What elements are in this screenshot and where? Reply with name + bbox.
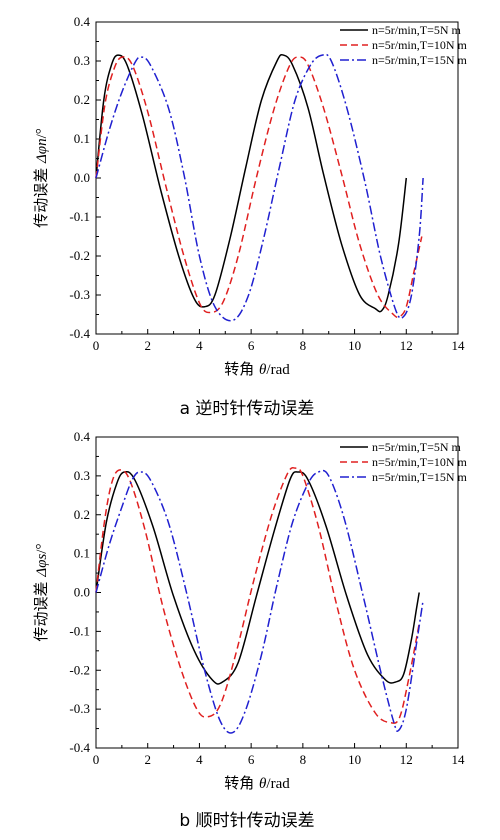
x-tick-label: 2 [144,338,151,353]
y-tick-label: -0.2 [69,662,90,677]
y-tick-label: 0.0 [74,170,90,185]
legend-label-2: n=5r/min,T=10N m [372,38,468,52]
x-tick-label: 0 [93,752,100,767]
legend-label-2: n=5r/min,T=10N m [372,455,468,469]
x-tick-label: 6 [248,338,255,353]
x-axis-label-unit: /rad [266,776,290,792]
y-axis-label: 传动误差 Δφs/° [32,544,50,642]
y-axis-label-unit: /° [34,128,50,138]
y-tick-label: -0.1 [69,209,90,224]
y-axis-label-unit: /° [34,544,50,554]
x-axis-label-symbol: θ [259,776,267,792]
x-tick-label: 0 [93,338,100,353]
series-line-3 [95,53,424,322]
y-tick-label: 0.3 [74,468,90,483]
x-tick-label: 4 [196,338,203,353]
series-line-2 [95,56,423,319]
y-tick-label: 0.1 [74,546,90,561]
chart-panel-a: 0 2 4 6 8 10 12 14 -0.4 -0.3 -0.2 -0.1 0.0 0.1 0.2 0.3 0… [32,14,468,419]
x-axis-label-text: 转角 [224,774,259,792]
series-line-3 [95,469,424,734]
x-axis-label-symbol: θ [259,362,267,378]
y-tick-label: -0.3 [69,287,90,302]
y-axis-label: 传动误差 Δφn/° [32,128,50,228]
y-axis-label-symbol: Δφn [34,138,50,164]
y-axis-label-text: 传动误差 [32,577,50,642]
x-tick-label: 12 [400,338,413,353]
legend-label-3: n=5r/min,T=15N m [372,53,468,67]
y-tick-label: 0.1 [74,131,90,146]
y-tick-label: 0.3 [74,53,90,68]
x-axis-label-text: 转角 [224,360,259,378]
y-tick-label: -0.4 [69,740,90,755]
x-tick-label: 8 [300,338,307,353]
series-line-2 [95,467,420,724]
y-tick-label: 0.4 [74,429,91,444]
panel-caption: a 逆时针传动误差 [180,399,315,419]
y-tick-label: -0.1 [69,623,90,638]
y-tick-label: -0.4 [69,326,90,341]
x-tick-label: 2 [144,752,151,767]
y-axis-label-symbol: Δφs [34,554,50,578]
series-line-1 [95,53,408,313]
y-tick-label: 0.0 [74,585,90,600]
chart-panel-b: 0 2 4 6 8 10 12 14 -0.4 -0.3 -0.2 -0.1 0.0 0.1 0.2 0.3 0… [32,429,468,831]
panel-caption: b 顺时针传动误差 [179,811,314,831]
y-tick-label: 0.2 [74,92,90,107]
series-line-1 [95,470,420,685]
y-tick-label: -0.2 [69,248,90,263]
x-tick-label: 8 [300,752,307,767]
x-tick-label: 6 [248,752,255,767]
legend-label-3: n=5r/min,T=15N m [372,470,468,484]
legend-label-1: n=5r/min,T=5N m [372,23,462,37]
x-axis-label-unit: /rad [266,362,290,378]
x-tick-label: 14 [452,752,466,767]
x-tick-label: 12 [400,752,413,767]
x-axis-label: 转角 θ/rad [224,360,290,378]
x-tick-label: 10 [348,338,361,353]
x-axis-label: 转角 θ/rad [224,774,290,792]
y-tick-label: 0.4 [74,14,91,29]
y-tick-label: 0.2 [74,507,90,522]
legend-label-1: n=5r/min,T=5N m [372,440,462,454]
y-tick-label: -0.3 [69,701,90,716]
x-tick-label: 10 [348,752,361,767]
x-tick-label: 14 [452,338,466,353]
x-tick-label: 4 [196,752,203,767]
y-axis-label-text: 传动误差 [32,163,50,228]
